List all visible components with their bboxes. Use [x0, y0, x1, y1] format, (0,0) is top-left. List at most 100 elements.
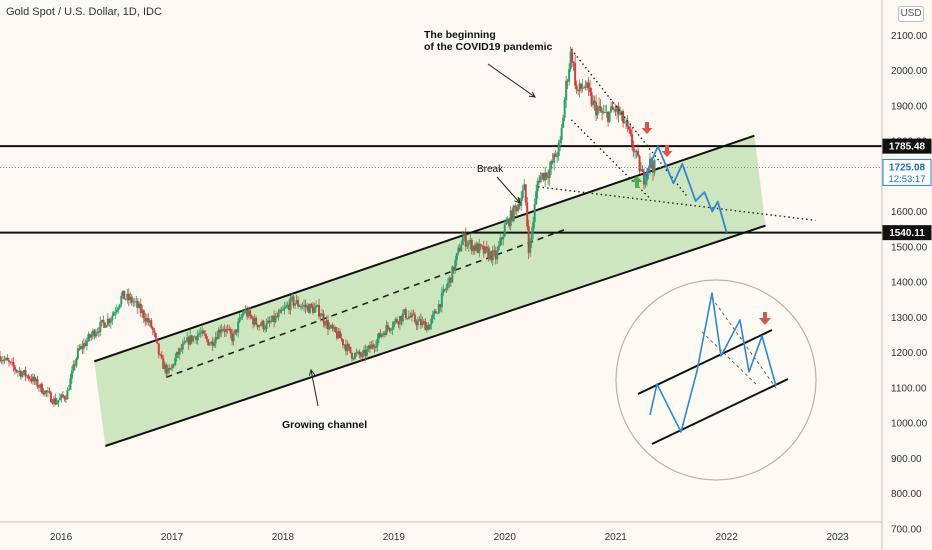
candle-body — [575, 85, 578, 90]
candle-body — [211, 341, 214, 346]
candle-body — [604, 111, 607, 113]
candle-body — [126, 293, 129, 299]
candle-body — [193, 336, 196, 338]
candle-body — [367, 345, 370, 350]
candle-body — [638, 155, 641, 172]
candle-body — [148, 320, 151, 323]
candle-body — [631, 134, 634, 146]
candle-body — [31, 376, 34, 382]
candle-body — [73, 364, 76, 366]
candle-body — [401, 313, 404, 322]
candle-body — [581, 87, 584, 89]
candle-body — [344, 344, 347, 352]
channel-arrow-head — [308, 368, 316, 376]
candle-body — [180, 348, 183, 350]
candle-body — [70, 370, 73, 379]
candle-body — [407, 316, 410, 319]
candle-body — [141, 310, 144, 313]
candle-body — [584, 87, 587, 88]
y-tick-label: 1600.00 — [891, 207, 928, 218]
candle-body — [1, 360, 4, 362]
candle-body — [324, 322, 327, 326]
candle-body — [587, 82, 590, 88]
candle-body — [82, 343, 85, 349]
candle-body — [49, 392, 52, 403]
candle-body — [592, 100, 595, 106]
y-tick-label: 800.00 — [891, 489, 922, 500]
candle-body — [541, 173, 544, 176]
candle-body — [448, 277, 451, 283]
candle-body — [252, 317, 255, 325]
candle-body — [286, 304, 289, 307]
symbol-title[interactable]: Gold Spot / U.S. Dollar, 1D, IDC — [6, 6, 162, 18]
candle-body — [379, 332, 382, 337]
candle-body — [312, 306, 315, 313]
candle-body — [568, 68, 571, 82]
candle-body — [55, 402, 58, 405]
y-tick-label: 1200.00 — [891, 348, 928, 359]
y-tick-label: 2100.00 — [891, 31, 928, 42]
candle-body — [457, 247, 460, 254]
break-dotted-line[interactable] — [537, 186, 816, 222]
candle-body — [61, 394, 64, 397]
candle-body — [319, 316, 322, 317]
currency-button[interactable]: USD — [898, 6, 924, 22]
candle-body — [355, 352, 358, 354]
y-tick-label: 700.00 — [891, 524, 922, 535]
candle-body — [350, 352, 353, 359]
candle-body — [421, 321, 424, 326]
inset-red-down-arrow-icon — [759, 312, 771, 325]
candle-body — [452, 266, 455, 271]
channel-lower-line[interactable] — [105, 224, 766, 447]
candle-body — [505, 222, 508, 225]
candle-body — [307, 305, 310, 313]
candle-body — [389, 329, 392, 331]
projection-path[interactable] — [642, 145, 728, 233]
candle-body — [58, 397, 61, 401]
candle-body — [79, 346, 82, 350]
candle-body — [460, 245, 463, 252]
candle-body — [39, 383, 42, 388]
candle-body — [24, 370, 27, 377]
candle-body — [36, 378, 39, 387]
candle-body — [90, 334, 93, 338]
candle-body — [506, 219, 509, 223]
candle-body — [247, 310, 250, 317]
candle-body — [13, 366, 16, 371]
candle-body — [562, 117, 565, 128]
candle-body — [253, 317, 256, 325]
candle-body — [442, 289, 445, 293]
candle-body — [403, 309, 406, 314]
candle-body — [622, 111, 625, 123]
candle-body — [43, 390, 46, 395]
candle-body — [129, 296, 132, 301]
channel-median-line[interactable] — [166, 228, 567, 378]
candle-body — [277, 312, 280, 318]
candle-body — [572, 62, 575, 64]
candle-body — [48, 391, 51, 393]
y-tick-label: 900.00 — [891, 454, 922, 465]
candle-body — [394, 319, 397, 322]
candle-body — [338, 331, 341, 339]
candle-body — [174, 357, 177, 366]
candle-body — [94, 333, 97, 337]
candle-body — [219, 329, 222, 333]
candle-body — [45, 390, 48, 393]
candle-body — [87, 334, 90, 341]
candle-body — [0, 356, 1, 362]
candle-body — [364, 349, 367, 356]
candle-body — [563, 100, 566, 118]
candle-body — [547, 176, 550, 179]
candle-body — [118, 304, 121, 308]
candle-body — [353, 353, 356, 359]
candle-body — [250, 315, 253, 318]
candle-body — [596, 107, 599, 116]
candle-body — [105, 325, 108, 328]
candle-body — [434, 311, 437, 314]
candle-body — [121, 290, 124, 296]
candle-body — [515, 207, 518, 211]
candle-body — [114, 311, 117, 313]
